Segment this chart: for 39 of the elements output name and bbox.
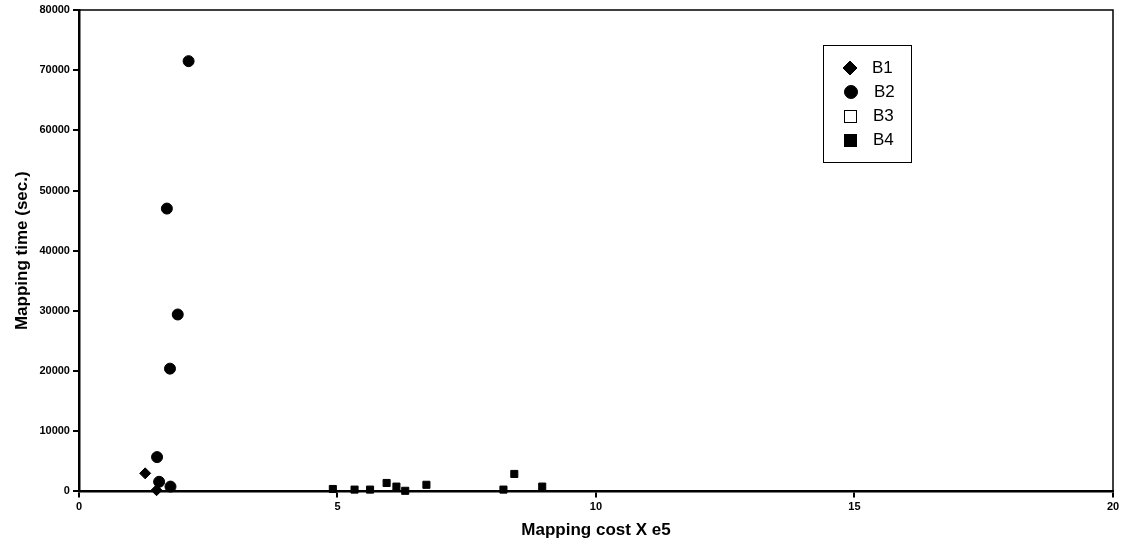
point <box>382 478 391 488</box>
point <box>366 485 375 494</box>
point <box>538 482 547 491</box>
point <box>153 475 166 488</box>
point <box>151 451 164 464</box>
point <box>182 55 195 68</box>
y-tick-label: 70000 <box>39 63 70 76</box>
y-tick-label: 60000 <box>39 123 70 136</box>
x-tick-label: 20 <box>1106 500 1120 513</box>
y-tick-label: 10000 <box>39 424 70 437</box>
point <box>171 308 184 321</box>
point <box>160 202 173 215</box>
point <box>401 486 410 495</box>
y-tick-label: 30000 <box>39 303 70 316</box>
point <box>164 480 177 493</box>
point <box>422 480 431 489</box>
point <box>163 362 176 375</box>
legend-label: B3 <box>873 106 894 126</box>
legend-label: B1 <box>872 58 893 78</box>
point <box>499 485 508 494</box>
point <box>392 482 401 491</box>
y-tick-label: 80000 <box>39 3 70 16</box>
x-tick-label: 10 <box>589 500 603 513</box>
legend-label: B4 <box>873 130 894 150</box>
point <box>328 484 337 494</box>
x-tick-label: 5 <box>334 500 341 513</box>
x-tick-label: 0 <box>75 500 83 513</box>
x-tick-label: 15 <box>848 500 861 513</box>
y-tick-label: 20000 <box>39 364 70 377</box>
x-axis-title: Mapping cost X e5 <box>521 520 671 540</box>
y-tick-label: 0 <box>63 484 70 497</box>
point <box>150 484 163 497</box>
point <box>350 485 359 494</box>
y-tick-label: 50000 <box>39 183 70 196</box>
y-tick-label: 40000 <box>39 243 70 256</box>
point <box>510 469 519 478</box>
y-axis-title: Mapping time (sec.) <box>11 171 31 331</box>
point <box>139 467 152 480</box>
legend-label: B2 <box>874 82 895 102</box>
